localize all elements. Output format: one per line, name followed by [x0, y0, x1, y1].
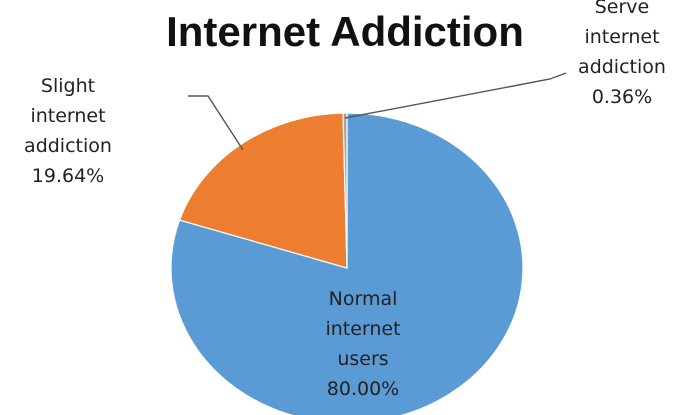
slice-labels: Normal internet users 80.00% Slight internet a…: [24, 0, 666, 400]
leader-line-2: [344, 72, 567, 119]
slice-normal-users: [170, 112, 524, 415]
label-serve-addiction: Serve internet addiction 0.36%: [578, 0, 666, 108]
leader-line-1: [188, 95, 244, 151]
label-normal-users: Normal internet users 80.00%: [325, 288, 400, 400]
pie-slices: [170, 112, 524, 415]
slice-slight-addiction: [178, 112, 348, 269]
chart-title: Internet Addiction: [166, 8, 524, 55]
leader-lines: [188, 72, 567, 151]
slice-serve-addiction: [342, 112, 348, 269]
label-slight-addiction: Slight internet addiction 19.64%: [24, 75, 112, 187]
